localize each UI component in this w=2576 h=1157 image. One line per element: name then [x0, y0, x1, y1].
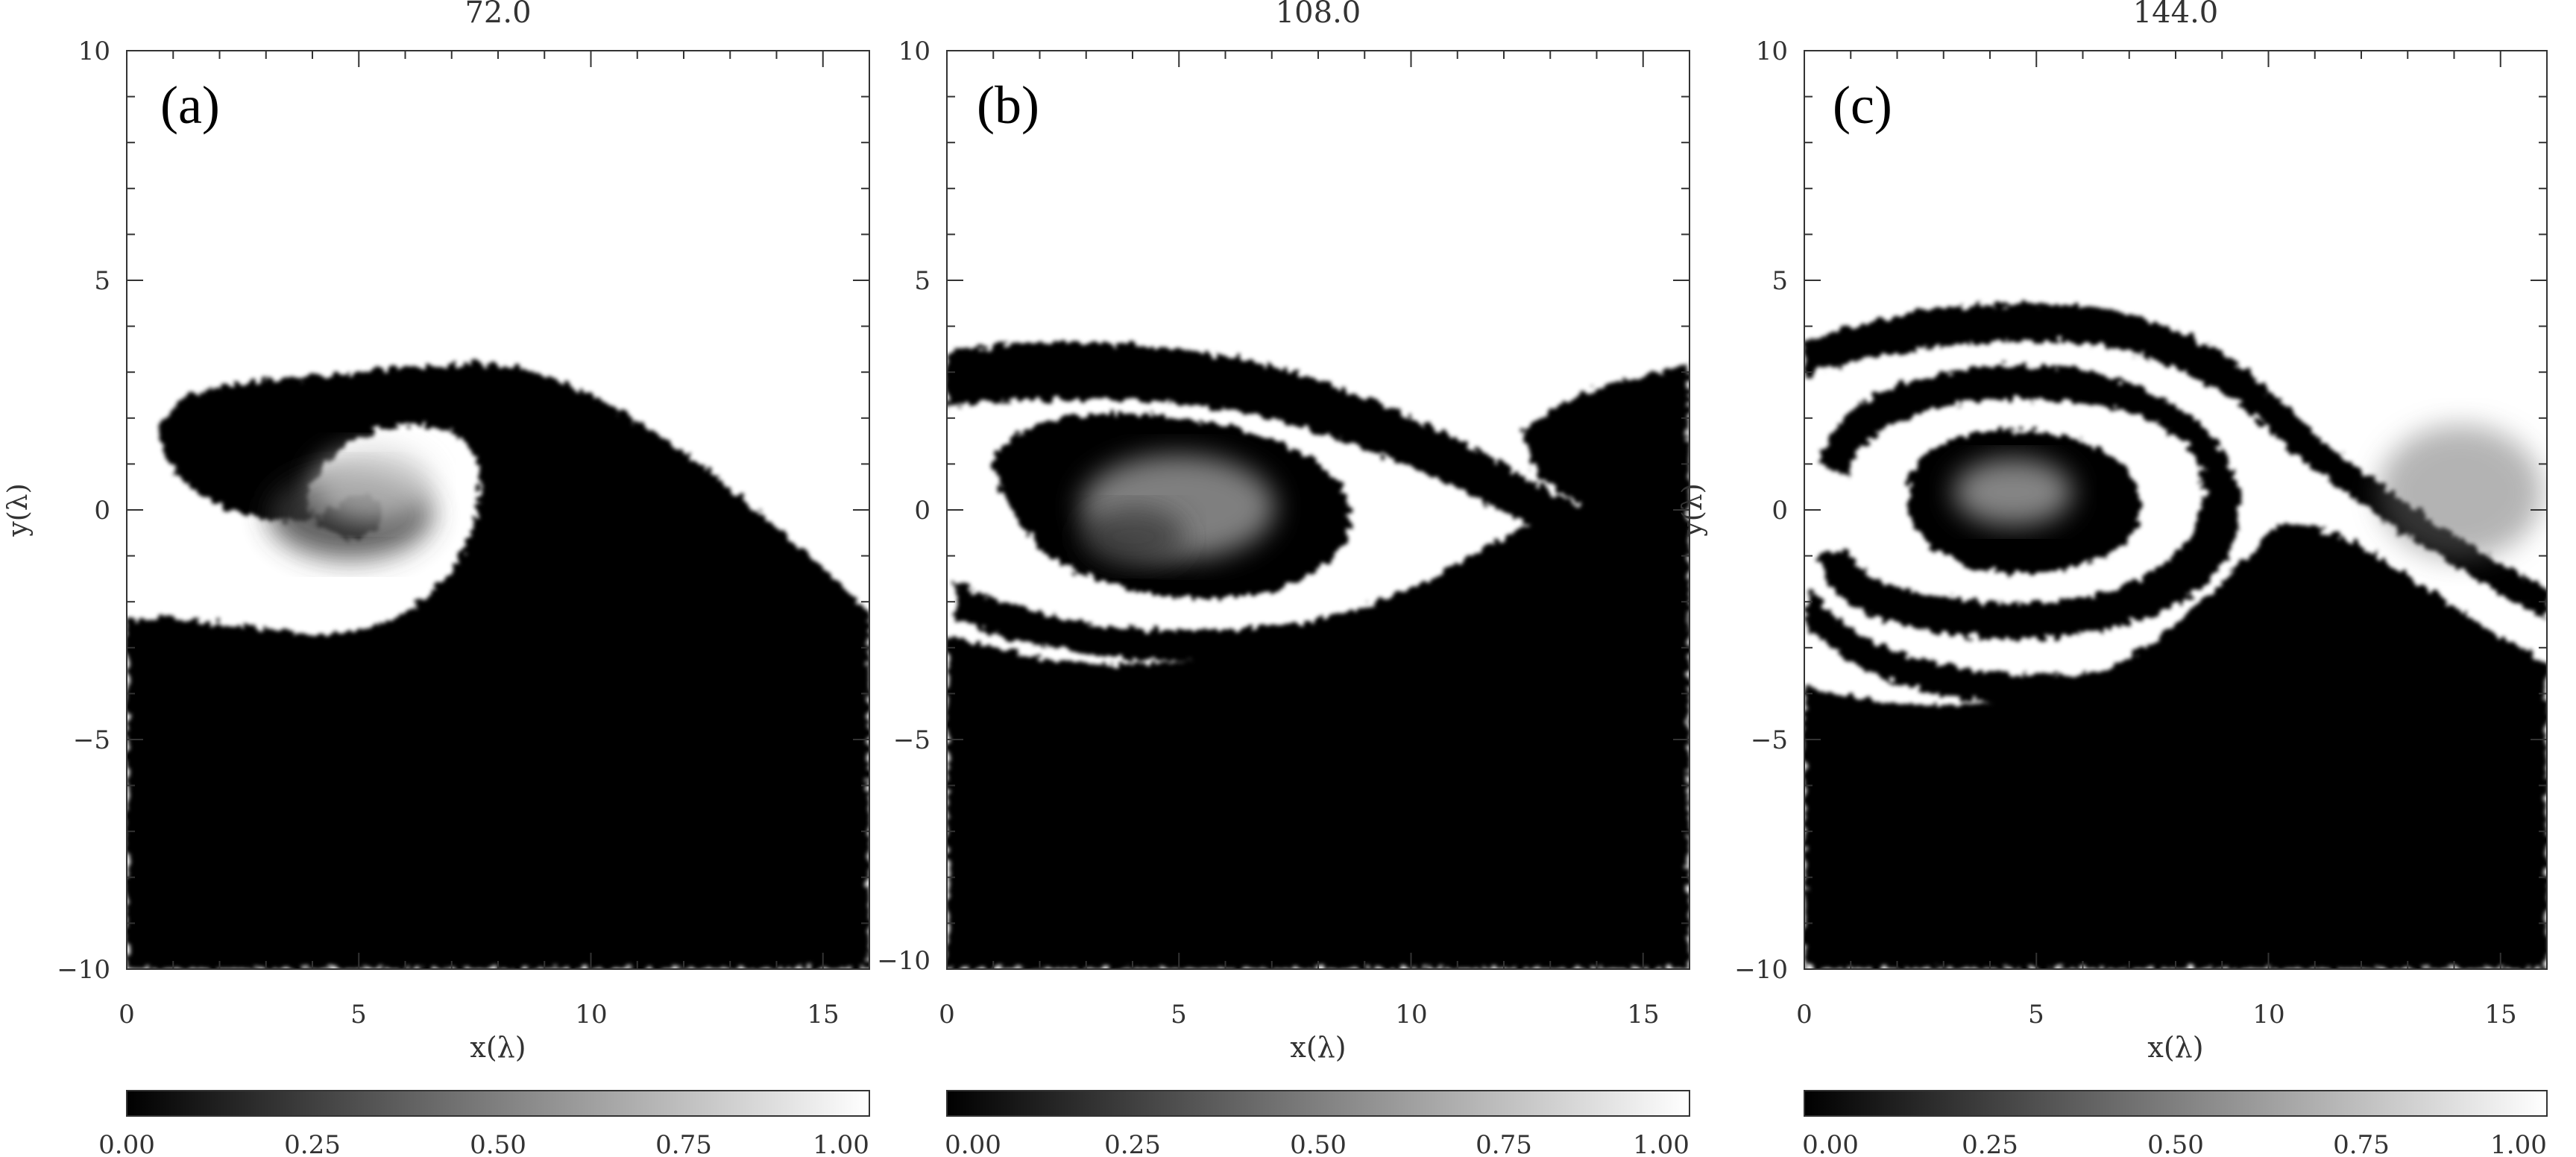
colorbar-tick-label: 1.00 [2490, 1130, 2547, 1157]
colorbar-tick-label: 0.25 [1104, 1130, 1161, 1157]
x-tick-label: 10 [2252, 1000, 2284, 1030]
colorbar-tick-label: 0.50 [1290, 1130, 1347, 1157]
y-tick-label: 10 [898, 37, 930, 66]
colorbar-tick-label: 1.00 [1633, 1130, 1689, 1157]
panel-title: 108.0 [1276, 0, 1361, 30]
panel-a: 0 5 10 15 10 5 0 −5 −10 x(λ) y(λ) 72.0 (… [3, 0, 870, 1157]
x-tick-label: 15 [1627, 1000, 1659, 1030]
colorbar-tick-label: 0.00 [98, 1130, 155, 1157]
x-axis-label: x(λ) [470, 1031, 526, 1064]
colorbar-tick-label: 0.75 [655, 1130, 712, 1157]
y-tick-label: 10 [1756, 37, 1788, 66]
colorbar-tick-label: 0.75 [1476, 1130, 1532, 1157]
y-axis-ticks: 10 5 0 −5 −10 [57, 37, 110, 985]
panel-title: 72.0 [465, 0, 531, 30]
y-axis-label: y(λ) [3, 483, 34, 537]
y-axis-ticks: 10 5 0 −5 −10 [877, 37, 930, 976]
x-tick-label: 0 [939, 1000, 955, 1030]
y-tick-label: −10 [877, 946, 930, 976]
x-tick-label: 10 [575, 1000, 607, 1030]
heatmap-field [1804, 51, 2547, 969]
colorbar-tick-label: 0.50 [470, 1130, 526, 1157]
x-axis-label: x(λ) [2147, 1031, 2203, 1064]
axis-ticks [1804, 50, 2548, 970]
colorbar-tick-label: 0.00 [945, 1130, 1001, 1157]
x-tick-label: 10 [1395, 1000, 1427, 1030]
colorbar-tick-label: 0.25 [1962, 1130, 2018, 1157]
y-axis-ticks: 10 5 0 −5 −10 [1734, 37, 1788, 985]
panel-c: 0 5 10 15 10 5 0 −5 −10 x(λ) y(λ) 144.0 … [1678, 0, 2548, 1157]
x-tick-label: 5 [350, 1000, 367, 1030]
heatmap-field [947, 51, 1689, 969]
y-tick-label: 0 [1772, 496, 1788, 526]
y-tick-label: 5 [914, 266, 930, 296]
y-tick-label: 5 [94, 266, 110, 296]
y-tick-label: 0 [94, 496, 110, 526]
colorbar: 0.00 0.25 0.50 0.75 1.00 [1802, 1090, 2548, 1157]
x-axis-ticks: 0 5 10 15 [1796, 1000, 2516, 1030]
y-tick-label: 10 [78, 37, 110, 66]
heatmap-field [127, 51, 869, 969]
panel-letter: (c) [1833, 75, 1892, 135]
colorbar-tick-label: 0.25 [284, 1130, 341, 1157]
x-axis-ticks: 0 5 10 15 [119, 1000, 839, 1030]
panel-b: 0 5 10 15 10 5 0 −5 −10 x(λ) 108.0 (b) 0… [877, 0, 1690, 1157]
y-axis-label: y(λ) [1678, 483, 1708, 537]
y-tick-label: 0 [914, 496, 930, 526]
y-tick-label: −5 [893, 725, 930, 755]
x-axis-label: x(λ) [1290, 1031, 1346, 1064]
y-tick-label: 5 [1772, 266, 1788, 296]
y-tick-label: −5 [1751, 725, 1788, 755]
colorbar: 0.00 0.25 0.50 0.75 1.00 [98, 1090, 870, 1157]
x-tick-label: 0 [119, 1000, 135, 1030]
colorbar: 0.00 0.25 0.50 0.75 1.00 [945, 1090, 1690, 1157]
colorbar-gradient [1804, 1090, 2548, 1117]
x-tick-label: 0 [1796, 1000, 1813, 1030]
y-tick-label: −10 [57, 955, 110, 985]
axis-ticks [946, 50, 1690, 970]
colorbar-tick-label: 1.00 [813, 1130, 869, 1157]
colorbar-tick-label: 0.75 [2333, 1130, 2390, 1157]
x-tick-label: 5 [1171, 1000, 1187, 1030]
colorbar-gradient [126, 1090, 870, 1117]
y-tick-label: −5 [73, 725, 110, 755]
x-axis-ticks: 0 5 10 15 [939, 1000, 1659, 1030]
colorbar-tick-label: 0.50 [2147, 1130, 2204, 1157]
axis-ticks [126, 50, 870, 970]
panel-letter: (a) [160, 75, 220, 135]
x-tick-label: 5 [2028, 1000, 2044, 1030]
colorbar-tick-label: 0.00 [1802, 1130, 1859, 1157]
panel-title: 144.0 [2133, 0, 2219, 30]
x-tick-label: 15 [807, 1000, 839, 1030]
x-tick-label: 15 [2484, 1000, 2516, 1030]
colorbar-gradient [946, 1090, 1690, 1117]
y-tick-label: −10 [1734, 955, 1788, 985]
panel-letter: (b) [977, 75, 1039, 135]
